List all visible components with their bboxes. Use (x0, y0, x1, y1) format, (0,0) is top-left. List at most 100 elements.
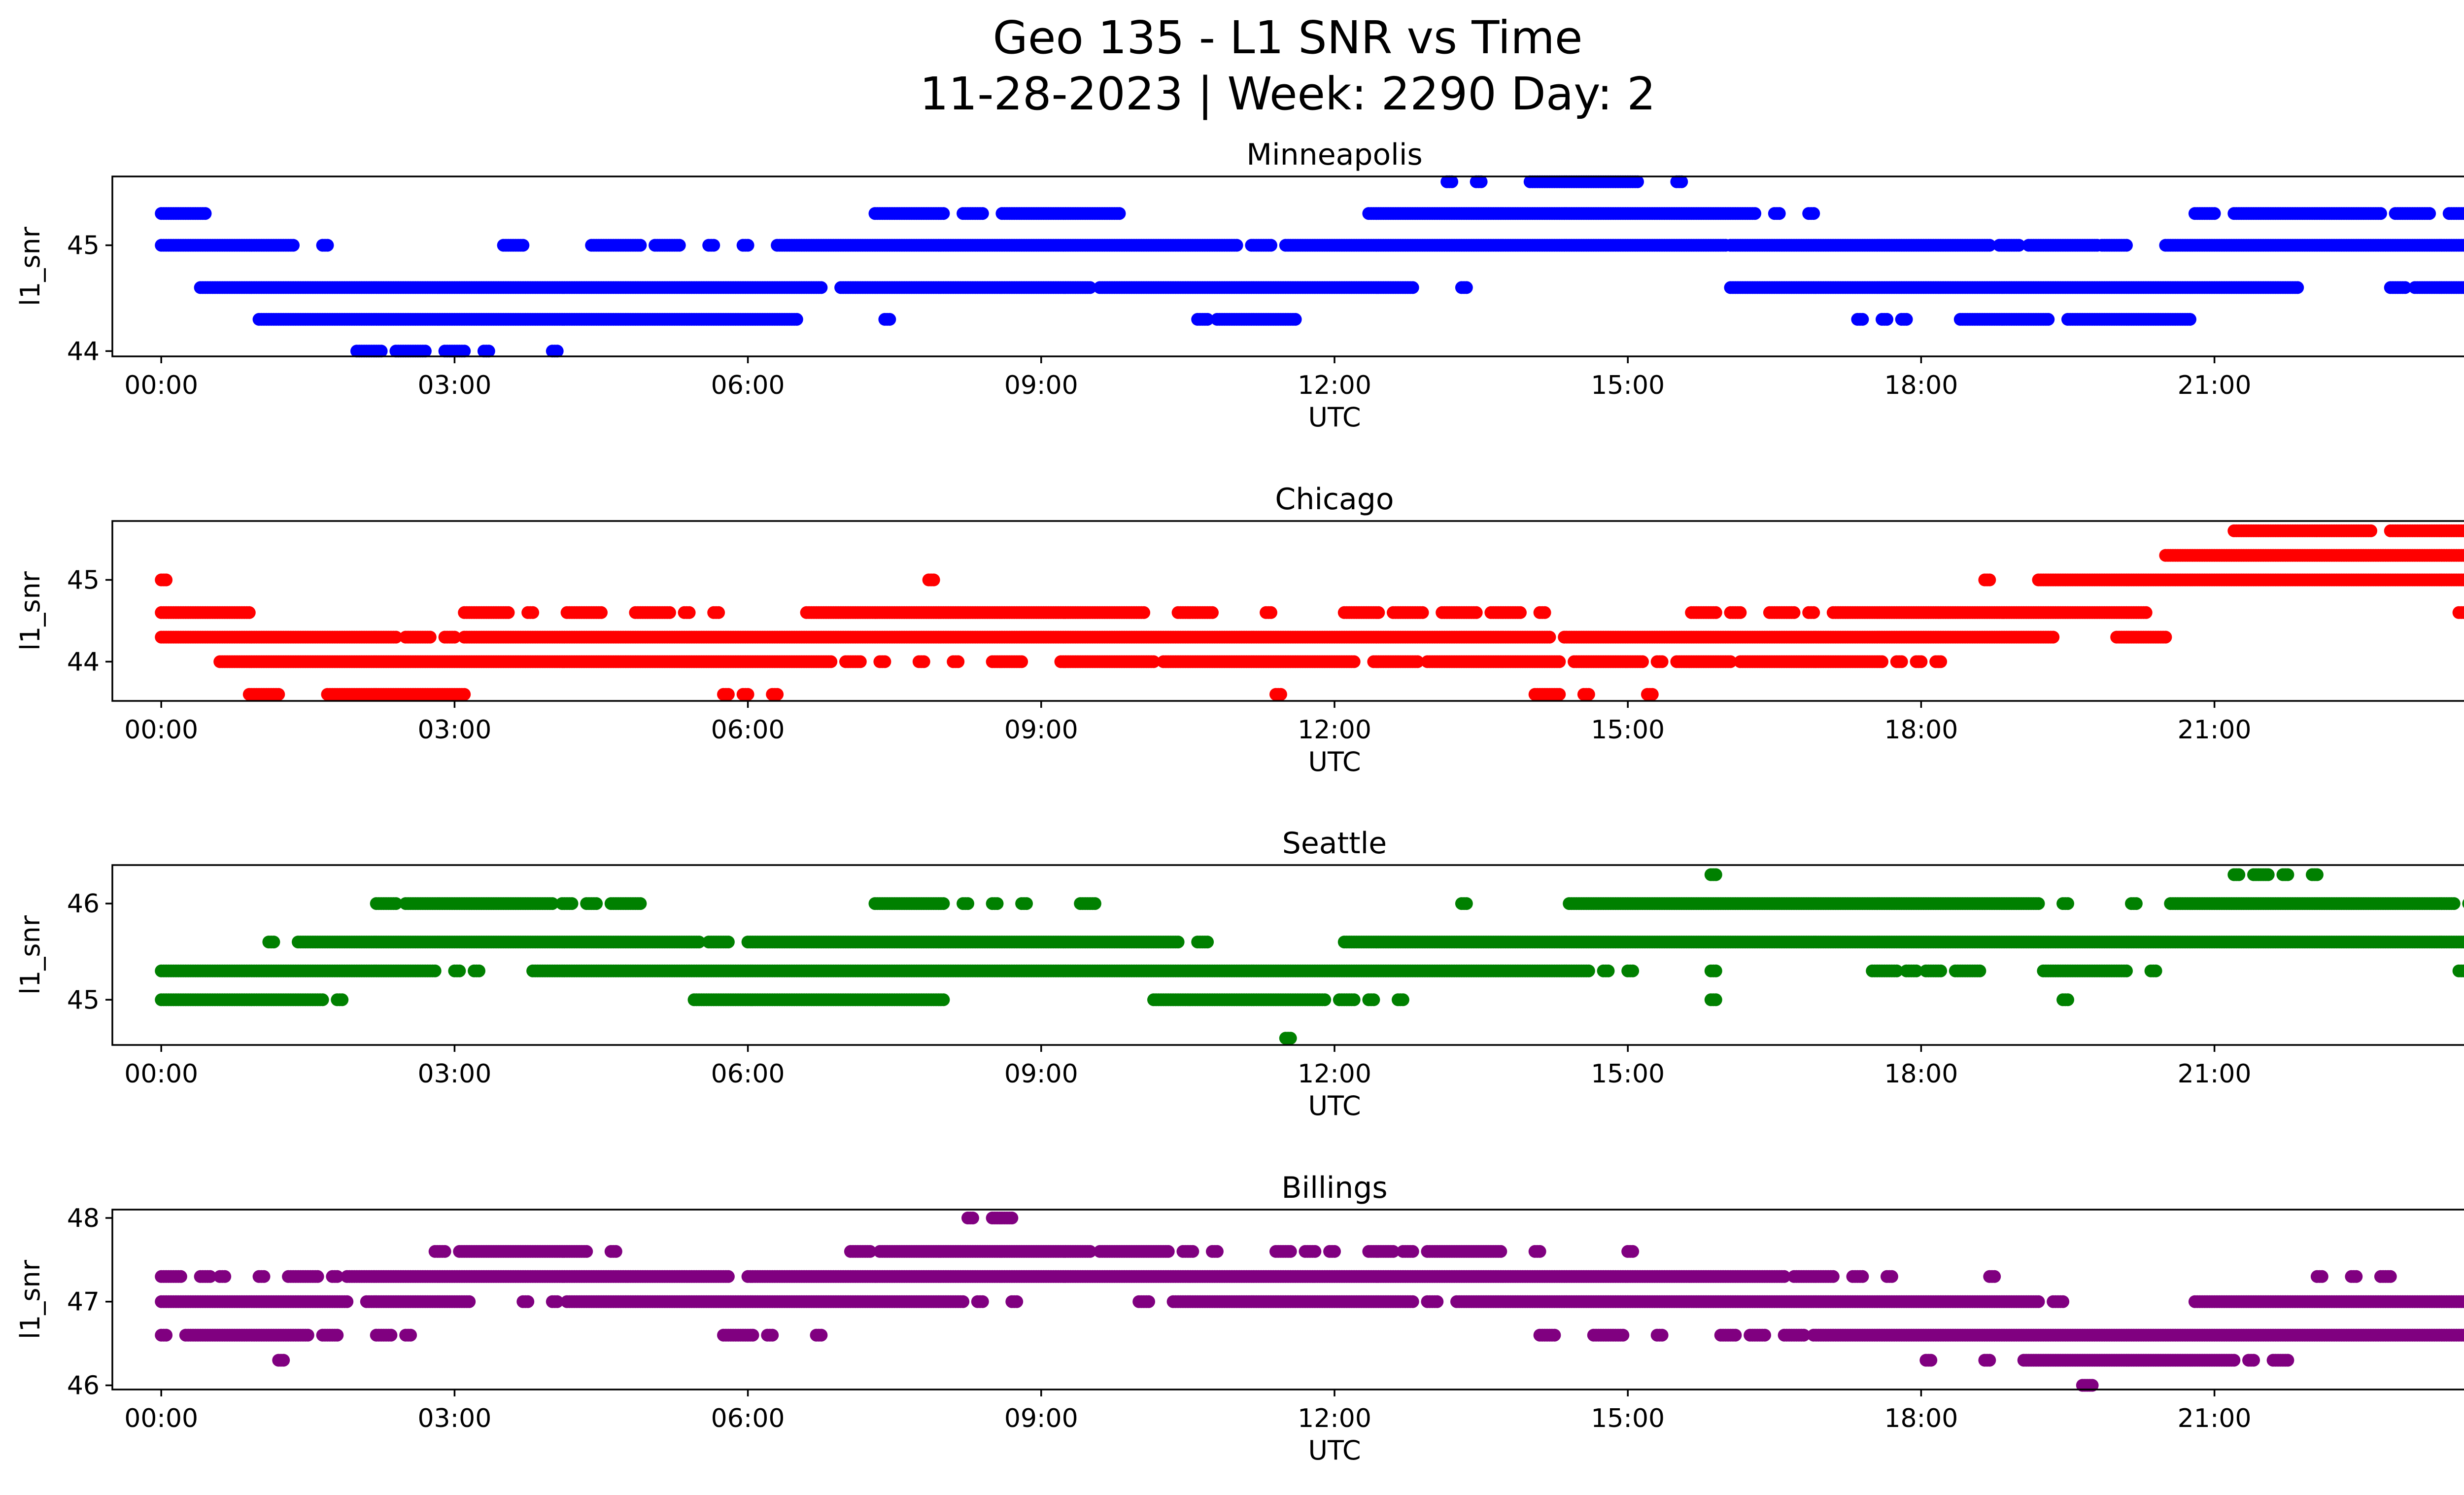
data-point (1881, 313, 1893, 326)
data-point (952, 655, 965, 668)
data-point (1084, 281, 1096, 294)
data-point (1416, 606, 1429, 619)
x-tick-label: 12:00 (1298, 715, 1371, 745)
data-points (155, 524, 2464, 701)
data-point (1934, 655, 1948, 668)
y-tick-label: 45 (67, 565, 100, 595)
data-point (1406, 281, 1419, 294)
data-point (1807, 207, 1820, 220)
data-point (1265, 239, 1277, 252)
data-point (1538, 606, 1551, 619)
data-point (565, 897, 579, 910)
x-tick-label: 21:00 (2178, 715, 2252, 745)
subplot-title: Chicago (1275, 482, 1394, 517)
data-point (2423, 207, 2436, 220)
data-point (1645, 688, 1659, 701)
data-point (1113, 207, 1126, 220)
data-point (590, 897, 603, 910)
data-point (1201, 313, 1214, 326)
data-point (1915, 655, 1928, 668)
y-tick-label: 44 (67, 337, 100, 366)
data-point (712, 606, 725, 619)
data-point (2462, 283, 2464, 292)
data-point (550, 345, 564, 358)
data-point (1631, 175, 1644, 188)
data-point (1265, 606, 1277, 619)
x-tick-label: 18:00 (1884, 715, 1958, 745)
figure-title-line1: Geo 135 - L1 SNR vs Time (993, 11, 1583, 64)
data-point (199, 207, 212, 220)
subplot-chicago: 00:00 03:00 06:00 09:00 12:00 15:00 18:00 21:00… (15, 482, 2464, 777)
data-point (1709, 606, 1722, 619)
x-axis-label: UTC (1308, 402, 1361, 433)
x-tick-label: 15:00 (1591, 371, 1665, 400)
data-point (1474, 175, 1488, 188)
data-point (771, 688, 784, 701)
data-point (815, 281, 828, 294)
x-tick-label: 15:00 (1591, 715, 1665, 745)
data-point (2159, 630, 2172, 644)
data-point (1514, 606, 1527, 619)
data-point (1748, 207, 1762, 220)
data-point (2310, 868, 2324, 881)
data-point (937, 897, 950, 910)
data-point (976, 207, 989, 220)
x-tick-label: 03:00 (417, 715, 491, 745)
data-point (1289, 313, 1302, 326)
data-point (1895, 655, 1908, 668)
data-point (1636, 655, 1649, 668)
data-point (2364, 524, 2377, 537)
data-point (1015, 655, 1028, 668)
data-point (2462, 209, 2464, 218)
data-point (2457, 524, 2464, 537)
data-point (927, 573, 940, 587)
data-point (721, 688, 735, 701)
data-point (961, 897, 974, 910)
data-point (516, 239, 530, 252)
data-point (482, 345, 495, 358)
data-point (663, 606, 676, 619)
figure-title-line2: 11-28-2023 | Week: 2290 Day: 2 (920, 68, 1656, 120)
data-point (1470, 606, 1483, 619)
data-point (160, 573, 173, 587)
data-point (242, 606, 256, 619)
data-point (1983, 573, 1996, 587)
x-tick-label: 03:00 (417, 371, 491, 400)
data-point (1460, 897, 1473, 910)
data-point (2398, 281, 2412, 294)
data-point (1460, 281, 1473, 294)
data-point (707, 239, 720, 252)
data-point (741, 688, 754, 701)
data-point (2184, 313, 2196, 326)
data-point (854, 655, 867, 668)
y-axis-label: l1_snr (15, 226, 46, 306)
data-point (673, 239, 686, 252)
data-point (2291, 281, 2304, 294)
x-tick-label: 09:00 (1004, 715, 1078, 745)
data-point (1206, 606, 1219, 619)
data-point (2042, 313, 2055, 326)
x-tick-label: 18:00 (1884, 371, 1958, 400)
data-point (634, 897, 647, 910)
data-point (883, 313, 896, 326)
data-point (2460, 281, 2464, 294)
data-point (1655, 655, 1669, 668)
data-point (2374, 207, 2387, 220)
data-point (1983, 239, 1996, 252)
data-point (991, 897, 1004, 910)
subplot-minneapolis: 00:00 03:00 06:00 09:00 12:00 15:00 18:00 21:00… (15, 138, 2464, 433)
x-tick-label: 12:00 (1298, 371, 1371, 400)
data-point (1088, 897, 1101, 910)
data-point (502, 606, 515, 619)
data-point (375, 345, 388, 358)
data-point (1137, 606, 1151, 619)
data-point (2460, 239, 2464, 251)
data-point (1274, 688, 1287, 701)
x-axis-label: UTC (1308, 746, 1361, 777)
data-point (1787, 606, 1801, 619)
x-tick-label: 06:00 (711, 715, 785, 745)
data-point (1543, 630, 1556, 644)
subplot-title: Minneapolis (1246, 138, 1423, 172)
y-axis-label: l1_snr (15, 571, 46, 651)
